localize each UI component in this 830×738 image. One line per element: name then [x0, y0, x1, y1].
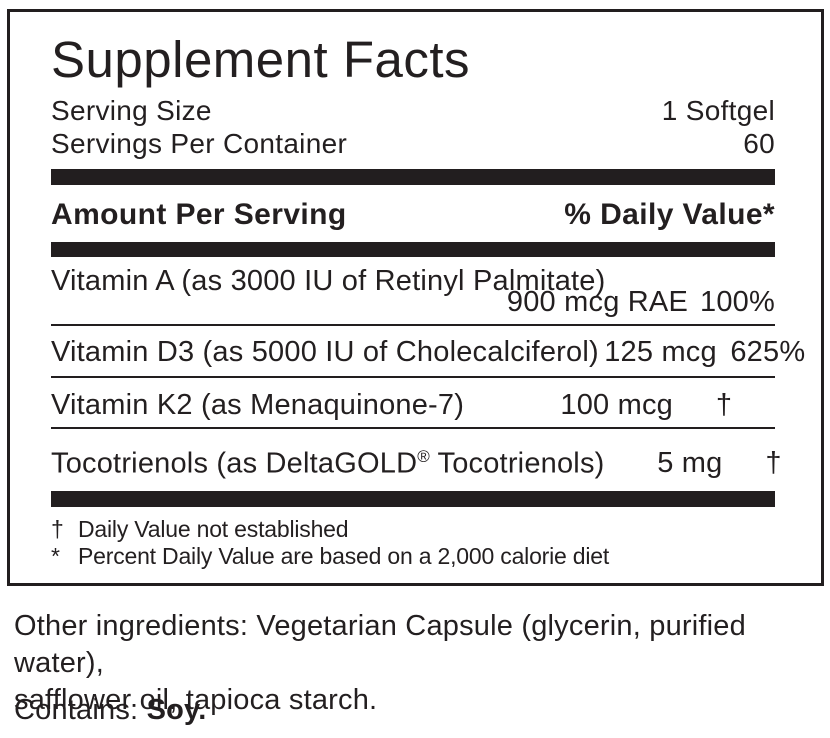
- serving-size-label: Serving Size: [51, 94, 212, 126]
- nutrient-daily-value: 100%: [700, 285, 775, 318]
- nutrient-row-vitamin-d3: Vitamin D3 (as 5000 IU of Cholecalcifero…: [51, 326, 805, 378]
- nutrient-amount-line: 900 mcg RAE 100%: [51, 287, 775, 317]
- nutrient-row-vitamin-k2: Vitamin K2 (as Menaquinone-7) 100 mcg †: [51, 378, 775, 429]
- contains-text: Contains: Soy.: [14, 694, 206, 727]
- thick-divider-bottom: [51, 491, 775, 508]
- dagger-symbol: †: [715, 388, 733, 421]
- amount-per-serving-header: Amount Per Serving: [51, 197, 347, 231]
- servings-per-container-label: Servings Per Container: [51, 127, 348, 159]
- supplement-facts-panel: Supplement Facts Serving Size 1 Softgel …: [7, 9, 824, 586]
- contains-value: Soy.: [146, 694, 207, 726]
- nutrient-row-vitamin-a: Vitamin A (as 3000 IU of Retinyl Palmita…: [51, 257, 775, 326]
- serving-size-row: Serving Size 1 Softgel: [51, 94, 775, 127]
- footnote-text: Percent Daily Value are based on a 2,000…: [78, 543, 610, 570]
- thick-divider-middle: [51, 241, 775, 257]
- nutrient-name: Vitamin K2 (as Menaquinone-7): [51, 388, 465, 421]
- servings-per-container-value: 60: [743, 127, 775, 159]
- servings-per-container-row: Servings Per Container 60: [51, 127, 775, 160]
- registered-trademark-symbol: ®: [417, 446, 430, 466]
- dagger-symbol: †: [765, 447, 782, 480]
- panel-title: Supplement Facts: [51, 31, 471, 88]
- serving-size-value: 1 Softgel: [661, 94, 775, 126]
- nutrient-name: Tocotrienols (as DeltaGOLD® Tocotrienols…: [51, 446, 605, 480]
- footnote-daily-value: † Daily Value not established: [51, 516, 775, 543]
- footnote-text: Daily Value not established: [78, 516, 349, 543]
- footnotes: † Daily Value not established * Percent …: [51, 516, 775, 570]
- thick-divider-top: [51, 168, 775, 185]
- nutrient-row-tocotrienols: Tocotrienols (as DeltaGOLD® Tocotrienols…: [51, 429, 781, 492]
- nutrient-amount: 900 mcg RAE: [506, 285, 689, 318]
- other-ingredients-line-1: Other ingredients: Vegetarian Capsule (g…: [14, 610, 746, 679]
- nutrient-amount: 5 mg: [657, 447, 723, 480]
- nutrient-name: Vitamin A (as 3000 IU of Retinyl Palmita…: [51, 264, 606, 297]
- dagger-symbol: †: [51, 516, 64, 543]
- other-ingredients-line-2: safflower oil, tapioca starch.: [14, 684, 378, 716]
- nutrient-name: Vitamin D3 (as 5000 IU of Cholecalcifero…: [51, 335, 599, 368]
- daily-value-header: % Daily Value*: [564, 197, 775, 231]
- column-header-row: Amount Per Serving % Daily Value*: [51, 185, 775, 242]
- footnote-percent-dv: * Percent Daily Value are based on a 2,0…: [51, 543, 775, 570]
- contains-label: Contains:: [14, 694, 139, 726]
- other-ingredients-text: Other ingredients: Vegetarian Capsule (g…: [14, 608, 826, 719]
- serving-info: Serving Size 1 Softgel Servings Per Cont…: [51, 94, 775, 160]
- nutrient-amount: 100 mcg: [560, 388, 673, 421]
- nutrient-amount: 125 mcg: [604, 335, 717, 368]
- asterisk-symbol: *: [51, 543, 60, 570]
- nutrient-daily-value: 625%: [730, 335, 806, 368]
